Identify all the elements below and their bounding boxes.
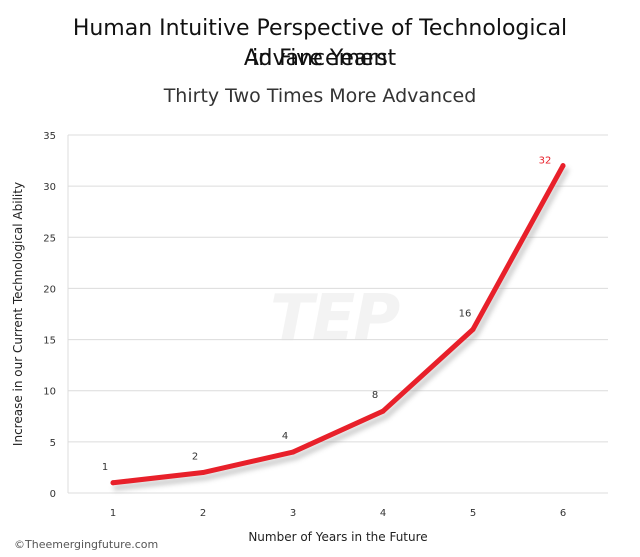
y-tick-label: 35 — [43, 131, 56, 142]
y-tick-label: 15 — [43, 336, 56, 347]
x-tick-label: 4 — [380, 508, 386, 519]
data-point — [290, 449, 296, 455]
data-point — [560, 163, 566, 169]
y-tick-label: 10 — [43, 387, 56, 398]
series-line-shadow — [113, 167, 569, 491]
data-point — [470, 326, 476, 332]
credit-text: ©Theemergingfuture.com — [14, 538, 159, 551]
chart-title-line1: Human Intuitive Perspective of Technolog… — [72, 16, 568, 71]
y-tick-label: 20 — [43, 284, 56, 295]
data-label: 4 — [282, 431, 288, 442]
y-tick-label: 0 — [50, 489, 56, 500]
series-line — [110, 163, 566, 486]
x-tick-label: 6 — [560, 508, 566, 519]
x-tick-label: 5 — [470, 508, 476, 519]
data-label: 1 — [102, 462, 108, 473]
y-tick-label: 25 — [43, 233, 56, 244]
y-tick-label: 30 — [43, 182, 56, 193]
x-tick-label: 2 — [200, 508, 206, 519]
data-point — [380, 408, 386, 414]
y-axis-title: Increase in our Current Technological Ab… — [11, 182, 25, 446]
data-label: 8 — [372, 390, 378, 401]
x-axis-title: Number of Years in the Future — [248, 530, 427, 544]
watermark-logo: TEP — [270, 282, 400, 356]
x-tick-label: 3 — [290, 508, 296, 519]
y-tick-label: 5 — [50, 438, 56, 449]
data-label: 16 — [459, 308, 472, 319]
data-point — [110, 480, 116, 486]
chart-subtitle: Thirty Two Times More Advanced — [163, 85, 477, 107]
x-tick-label: 1 — [110, 508, 116, 519]
chart-title-line2: in Five Years — [252, 46, 388, 71]
data-label: 32 — [539, 156, 552, 167]
data-point — [200, 470, 206, 476]
data-label: 2 — [192, 452, 198, 463]
